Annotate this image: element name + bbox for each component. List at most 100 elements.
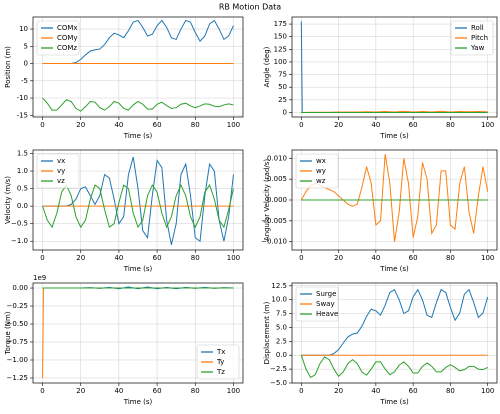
y-tick-label: −0.75 — [7, 338, 28, 346]
series-line — [42, 97, 234, 112]
x-axis-label: Time (s) — [379, 265, 409, 273]
legend-box — [36, 20, 80, 56]
x-tick-label: 40 — [114, 121, 123, 129]
y-tick-label: 0.5 — [17, 185, 28, 193]
legend-label: Yaw — [470, 44, 485, 52]
y-tick-label: -5 — [21, 77, 28, 85]
y-tick-label: 1.0 — [17, 167, 28, 175]
y-tick-label: 150 — [274, 33, 287, 41]
legend-label: Heave — [316, 310, 338, 318]
x-tick-label: 100 — [227, 387, 240, 395]
x-tick-label: 60 — [153, 254, 162, 262]
x-tick-label: 60 — [409, 387, 418, 395]
y-tick-label: 2.5 — [276, 337, 287, 345]
x-tick-label: 80 — [446, 387, 455, 395]
legend-label: COMx — [57, 24, 78, 32]
legend-box — [450, 20, 494, 56]
y-tick-label: −2.5 — [270, 365, 287, 373]
legend-label: COMz — [57, 44, 77, 52]
y-tick-label: 0 — [24, 60, 28, 68]
y-axis-label: Displacement (m) — [263, 301, 271, 364]
y-tick-label: 100 — [274, 58, 287, 66]
legend-label: Tz — [216, 368, 225, 376]
legend-label: Roll — [471, 24, 484, 32]
series-line — [301, 288, 489, 356]
y-tick-label: −1.25 — [7, 374, 28, 382]
legend-box — [295, 153, 339, 189]
x-tick-label: 0 — [40, 387, 44, 395]
y-tick-label: 10 — [19, 25, 28, 33]
y-tick-label: 12.5 — [271, 282, 287, 290]
x-tick-label: 80 — [191, 387, 200, 395]
x-tick-label: 100 — [481, 387, 494, 395]
y-tick-label: −0.005 — [261, 217, 287, 225]
series-line — [42, 183, 234, 229]
series-line — [42, 19, 234, 65]
legend-label: Tx — [216, 348, 225, 356]
x-tick-label: 0 — [299, 387, 303, 395]
x-axis-label: Time (s) — [379, 398, 409, 406]
y-tick-label: −0.5 — [11, 220, 28, 228]
axes-frame — [291, 282, 498, 384]
x-tick-label: 20 — [76, 387, 85, 395]
x-tick-label: 0 — [299, 254, 303, 262]
axes-frame — [32, 282, 244, 384]
y-tick-label: 0.0 — [17, 202, 28, 210]
y-tick-label: 1.5 — [17, 150, 28, 158]
y-axis-label: Position (m) — [4, 46, 12, 88]
y-axis-label: Angle (deg) — [263, 46, 271, 87]
x-tick-label: 20 — [334, 254, 343, 262]
x-tick-label: 0 — [40, 254, 44, 262]
legend-label: wx — [316, 157, 326, 165]
subplot: −5.0 −2.5 0.0 2.5 5.0 7.5 10.0 12.5 0 20 40 60 80 100… — [263, 282, 498, 406]
y-tick-label: 25 — [278, 96, 287, 104]
y-tick-label: 0.005 — [267, 175, 287, 183]
legend-label: wy — [316, 167, 326, 175]
legend-box — [196, 344, 240, 380]
x-tick-label: 20 — [334, 387, 343, 395]
y-tick-label: 0.0 — [276, 351, 287, 359]
y-axis-label: Velocity (m/s) — [4, 176, 12, 224]
legend-label: vy — [57, 167, 65, 175]
y-axis-label: Angular Velocity (rad/s) — [263, 159, 271, 241]
series-line — [300, 154, 489, 242]
legend-box — [36, 153, 80, 189]
y-axis-label: Torque (Nm) — [4, 311, 12, 355]
x-tick-label: 100 — [481, 121, 494, 129]
y-tick-label: 5 — [24, 42, 28, 50]
y-tick-label: -10 — [17, 94, 28, 102]
x-tick-label: 20 — [334, 121, 343, 129]
x-axis-label: Time (s) — [379, 132, 409, 140]
x-tick-label: 100 — [481, 254, 494, 262]
x-tick-label: 100 — [227, 121, 240, 129]
y-tick-label: 0.010 — [267, 154, 287, 162]
y-tick-label: −1.00 — [7, 356, 28, 364]
x-tick-label: 0 — [40, 121, 44, 129]
y-tick-label: −5.0 — [270, 379, 287, 387]
x-tick-label: 0 — [299, 121, 303, 129]
legend-label: vx — [57, 157, 65, 165]
legend-label: COMy — [57, 34, 78, 42]
x-tick-label: 80 — [191, 121, 200, 129]
y-tick-label: 75 — [278, 71, 287, 79]
x-tick-label: 20 — [76, 254, 85, 262]
x-tick-label: 80 — [191, 254, 200, 262]
y-tick-label: -15 — [17, 111, 28, 119]
legend-label: wz — [316, 177, 326, 185]
x-tick-label: 60 — [409, 254, 418, 262]
y-tick-label: 0 — [283, 108, 287, 116]
y-tick-label: −0.25 — [7, 302, 28, 310]
y-tick-label: 50 — [278, 83, 287, 91]
series-line — [42, 156, 234, 245]
legend-label: Surge — [316, 290, 336, 298]
legend-label: vz — [57, 177, 65, 185]
legend-label: Ty — [216, 358, 224, 366]
x-tick-label: 40 — [371, 387, 380, 395]
offset-text: 1e9 — [33, 274, 46, 282]
x-tick-label: 80 — [446, 121, 455, 129]
legend-label: Pitch — [471, 34, 488, 42]
x-axis-label: Time (s) — [123, 132, 153, 140]
x-tick-label: 20 — [76, 121, 85, 129]
